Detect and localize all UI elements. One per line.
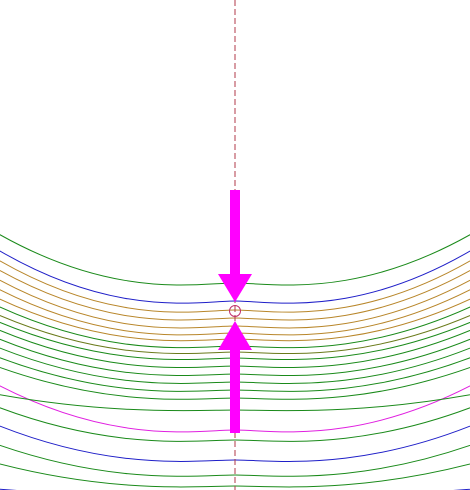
up-arrow[interactable]	[218, 321, 252, 433]
contour-line-18	[0, 407, 470, 442]
down-arrow-head	[218, 274, 252, 302]
down-arrow-shaft	[230, 190, 240, 276]
target-point-marker[interactable]	[229, 305, 241, 317]
down-arrow[interactable]	[218, 190, 252, 302]
up-arrow-head	[218, 321, 252, 350]
contour-line-20	[0, 444, 470, 477]
up-arrow-shaft	[230, 348, 240, 433]
